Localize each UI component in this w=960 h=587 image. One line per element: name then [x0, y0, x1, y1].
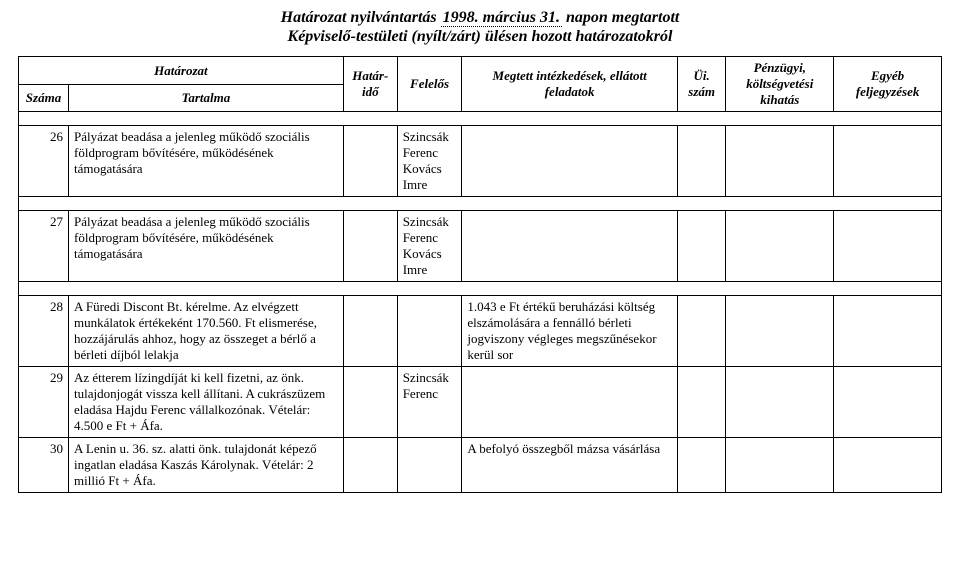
- cell-szama: 28: [19, 296, 69, 367]
- spacer: [19, 197, 942, 211]
- spacer: [19, 112, 942, 126]
- cell-ui: [677, 296, 725, 367]
- cell-hatarido: [343, 438, 397, 493]
- header-penz: Pénzügyi, költségvetési kihatás: [726, 57, 834, 112]
- cell-ui: [677, 126, 725, 197]
- cell-penz: [726, 367, 834, 438]
- page-title: Határozat nyilvántartás 1998. március 31…: [18, 8, 942, 46]
- cell-ui: [677, 367, 725, 438]
- cell-megtett: [462, 367, 678, 438]
- cell-megtett: 1.043 e Ft értékű beruházási költség els…: [462, 296, 678, 367]
- header-tartalma: Tartalma: [69, 84, 344, 112]
- table-row: 27 Pályázat beadása a jelenleg működő sz…: [19, 211, 942, 282]
- cell-tartalma: Pályázat beadása a jelenleg működő szoci…: [69, 126, 344, 197]
- cell-tartalma: Pályázat beadása a jelenleg működő szoci…: [69, 211, 344, 282]
- title-prefix: Határozat nyilvántartás: [281, 9, 437, 26]
- cell-megtett: [462, 126, 678, 197]
- cell-tartalma: A Füredi Discont Bt. kérelme. Az elvégze…: [69, 296, 344, 367]
- cell-felelos: [397, 296, 462, 367]
- title-line2: Képviselő-testületi (nyílt/zárt) ülésen …: [288, 28, 673, 45]
- header-felelos: Felelős: [397, 57, 462, 112]
- cell-egyeb: [834, 126, 942, 197]
- header-szama: Száma: [19, 84, 69, 112]
- cell-tartalma: Az étterem lízingdíját ki kell fizetni, …: [69, 367, 344, 438]
- header-megtett: Megtett intézkedések, ellátott feladatok: [462, 57, 678, 112]
- cell-szama: 30: [19, 438, 69, 493]
- cell-egyeb: [834, 296, 942, 367]
- cell-felelos: Szincsák Ferenc: [397, 367, 462, 438]
- cell-penz: [726, 296, 834, 367]
- table-row: 28 A Füredi Discont Bt. kérelme. Az elvé…: [19, 296, 942, 367]
- cell-hatarido: [343, 211, 397, 282]
- cell-egyeb: [834, 367, 942, 438]
- cell-egyeb: [834, 438, 942, 493]
- cell-penz: [726, 438, 834, 493]
- header-hatarido: Határ- idő: [343, 57, 397, 112]
- cell-ui: [677, 438, 725, 493]
- header-egyeb: Egyéb feljegyzések: [834, 57, 942, 112]
- cell-penz: [726, 126, 834, 197]
- resolutions-table: Határozat Határ- idő Felelős Megtett int…: [18, 56, 942, 493]
- cell-szama: 29: [19, 367, 69, 438]
- table-row: 30 A Lenin u. 36. sz. alatti önk. tulajd…: [19, 438, 942, 493]
- cell-megtett: [462, 211, 678, 282]
- cell-penz: [726, 211, 834, 282]
- table-row: 26 Pályázat beadása a jelenleg működő sz…: [19, 126, 942, 197]
- header-hatarozat: Határozat: [19, 57, 344, 85]
- cell-megtett: A befolyó összegből mázsa vásárlása: [462, 438, 678, 493]
- cell-felelos: Szincsák Ferenc Kovács Imre: [397, 126, 462, 197]
- cell-egyeb: [834, 211, 942, 282]
- cell-szama: 26: [19, 126, 69, 197]
- cell-felelos: [397, 438, 462, 493]
- header-ui: Üi. szám: [677, 57, 725, 112]
- cell-tartalma: A Lenin u. 36. sz. alatti önk. tulajdoná…: [69, 438, 344, 493]
- cell-felelos: Szincsák Ferenc Kovács Imre: [397, 211, 462, 282]
- title-date: 1998. március 31.: [441, 9, 562, 27]
- spacer: [19, 282, 942, 296]
- title-suffix: napon megtartott: [566, 9, 679, 26]
- cell-ui: [677, 211, 725, 282]
- cell-szama: 27: [19, 211, 69, 282]
- cell-hatarido: [343, 296, 397, 367]
- cell-hatarido: [343, 126, 397, 197]
- table-row: 29 Az étterem lízingdíját ki kell fizetn…: [19, 367, 942, 438]
- cell-hatarido: [343, 367, 397, 438]
